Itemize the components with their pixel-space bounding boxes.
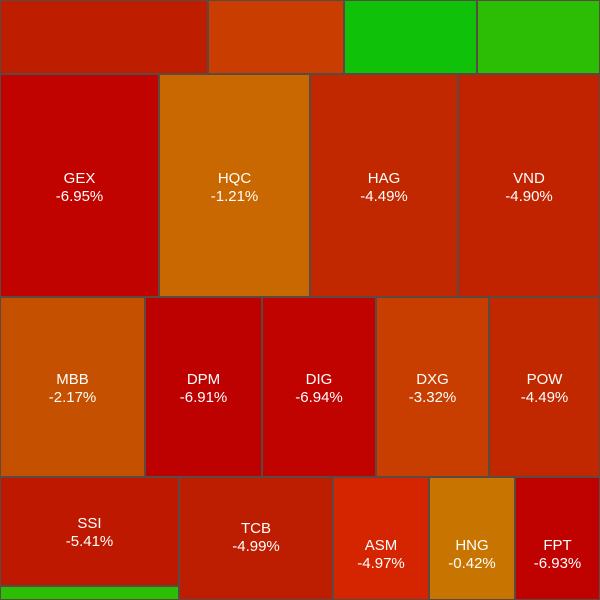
tile-top-2[interactable] — [208, 0, 344, 74]
change-label: -6.91% — [179, 389, 228, 406]
change-label: -4.90% — [505, 188, 553, 205]
change-label: -4.99% — [232, 538, 280, 555]
change-label: -6.94% — [295, 389, 343, 406]
symbol-label: FPT — [543, 537, 572, 554]
change-label: -2.17% — [48, 389, 97, 406]
tile-dpm[interactable]: DPM -6.91% — [145, 297, 262, 477]
change-label: -4.49% — [520, 389, 569, 406]
symbol-label: DPM — [186, 371, 221, 388]
symbol-label: DIG — [305, 371, 333, 388]
symbol-label: DXG — [416, 371, 449, 388]
symbol-label: VND — [513, 170, 545, 187]
tile-top-3[interactable] — [344, 0, 477, 74]
tile-bottom-green[interactable] — [0, 586, 179, 600]
change-label: -0.42% — [448, 555, 496, 572]
tile-hag[interactable]: HAG -4.49% — [310, 74, 458, 297]
symbol-label: SSI — [77, 515, 102, 532]
symbol-label: HQC — [217, 170, 252, 187]
tile-gex[interactable]: GEX -6.95% — [0, 74, 159, 297]
tile-fpt[interactable]: FPT -6.93% — [515, 477, 600, 600]
change-label: -4.49% — [360, 188, 408, 205]
tile-pow[interactable]: POW -4.49% — [489, 297, 600, 477]
symbol-label: ASM — [364, 537, 398, 554]
tile-dig[interactable]: DIG -6.94% — [262, 297, 376, 477]
tile-top-1[interactable] — [0, 0, 208, 74]
tile-dxg[interactable]: DXG -3.32% — [376, 297, 489, 477]
tile-hqc[interactable]: HQC -1.21% — [159, 74, 310, 297]
tile-asm[interactable]: ASM -4.97% — [333, 477, 429, 600]
change-label: -6.95% — [55, 188, 104, 205]
change-label: -6.93% — [533, 555, 582, 572]
tile-ssi[interactable]: SSI -5.41% — [0, 477, 179, 586]
symbol-label: POW — [526, 371, 563, 388]
symbol-label: HAG — [367, 170, 401, 187]
tile-top-4[interactable] — [477, 0, 600, 74]
change-label: -5.41% — [65, 533, 114, 550]
symbol-label: TCB — [241, 520, 271, 537]
change-label: -1.21% — [210, 188, 259, 205]
symbol-label: MBB — [56, 371, 89, 388]
tile-tcb[interactable]: TCB -4.99% — [179, 477, 333, 600]
tile-mbb[interactable]: MBB -2.17% — [0, 297, 145, 477]
change-label: -4.97% — [357, 555, 405, 572]
change-label: -3.32% — [408, 389, 457, 406]
symbol-label: GEX — [63, 170, 96, 187]
tile-vnd[interactable]: VND -4.90% — [458, 74, 600, 297]
tile-hng[interactable]: HNG -0.42% — [429, 477, 515, 600]
symbol-label: HNG — [455, 537, 489, 554]
